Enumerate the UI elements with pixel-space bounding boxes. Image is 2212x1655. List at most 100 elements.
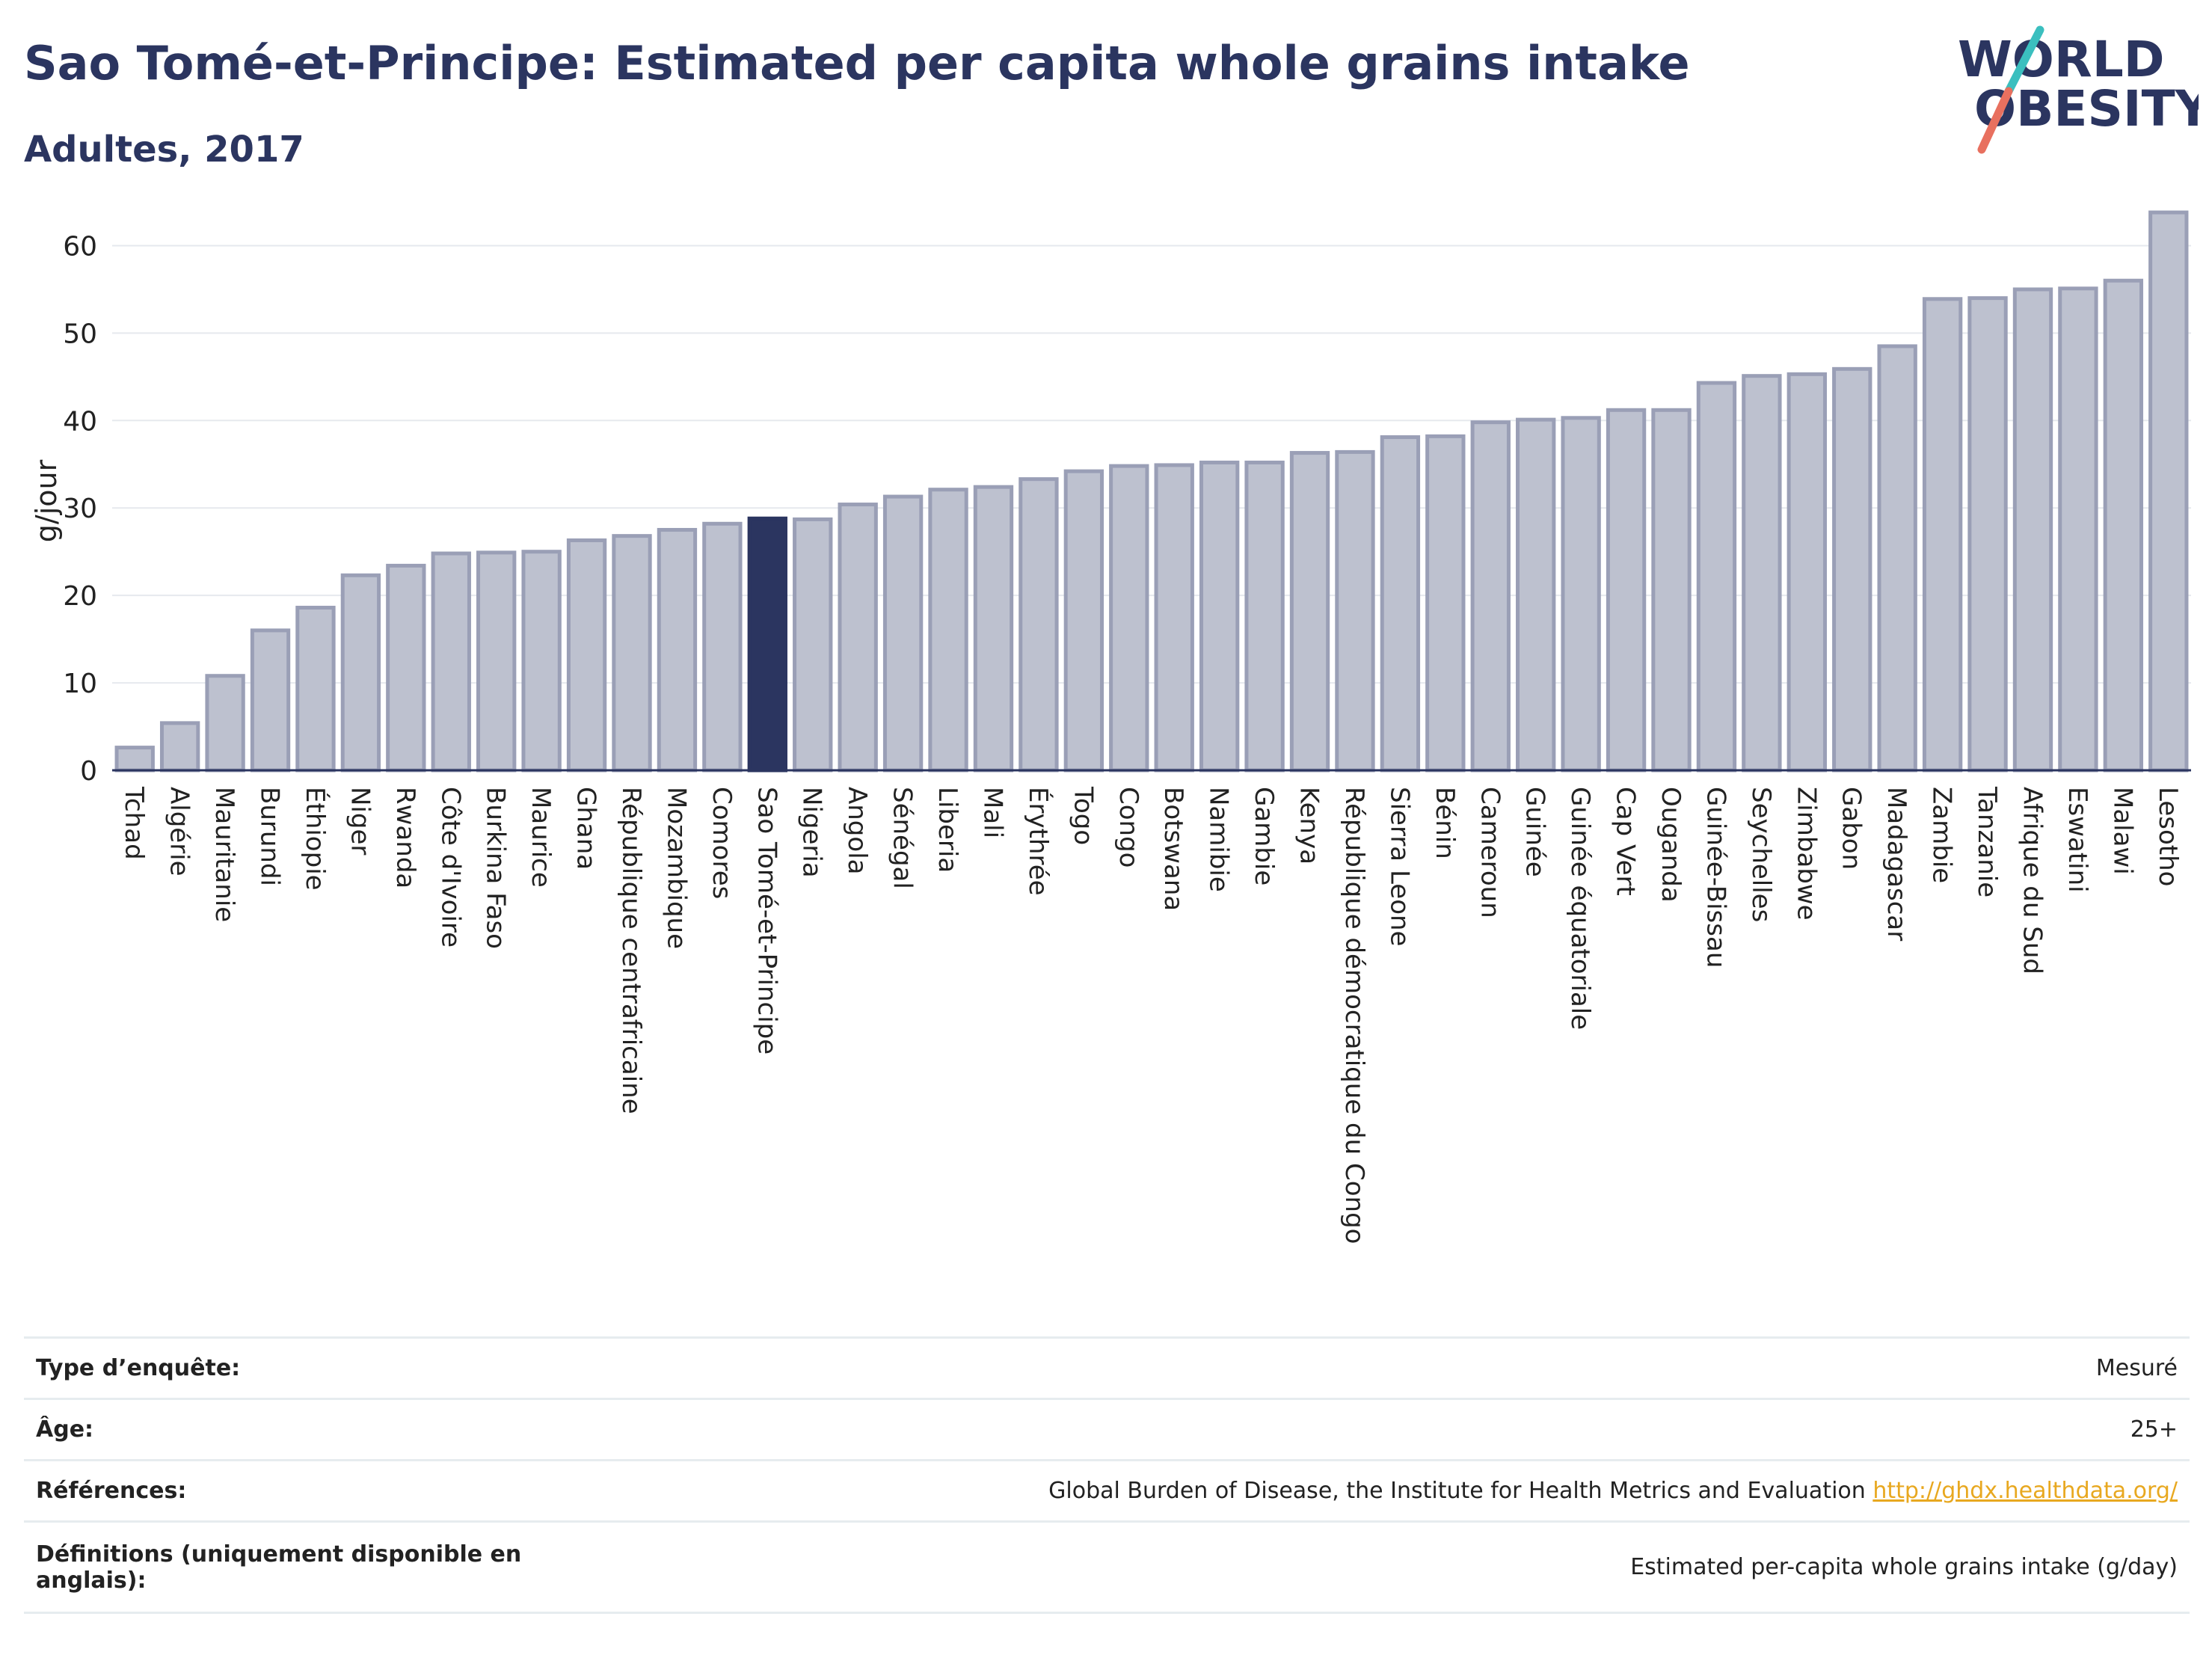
x-tick-label: Madagascar	[1881, 787, 1911, 941]
x-tick-label: Cameroun	[1475, 787, 1505, 918]
bar	[1742, 374, 1782, 773]
y-tick-label: 20	[63, 581, 97, 612]
bar	[1651, 408, 1692, 773]
x-tick-label: Ouganda	[1656, 787, 1686, 903]
x-tick-label: Guinée équatoriale	[1565, 787, 1595, 1030]
info-row-references: Références: Global Burden of Disease, th…	[24, 1460, 2190, 1522]
y-tick-label: 10	[63, 669, 97, 699]
bar	[340, 573, 381, 773]
x-tick-label: Guinée-Bissau	[1701, 787, 1730, 968]
x-tick-label: Botswana	[1158, 787, 1188, 911]
info-row-survey-type: Type d’enquête: Mesuré	[24, 1337, 2190, 1399]
x-tick-label: Tchad	[119, 786, 149, 860]
bar	[1696, 381, 1737, 773]
x-tick-label: Sao Tomé-et-Principe	[752, 787, 781, 1054]
bar	[386, 563, 426, 773]
references-link[interactable]: http://ghdx.healthdata.org/	[1872, 1478, 2178, 1504]
x-tick-label: Zambie	[1927, 787, 1957, 883]
x-tick-label: Seychelles	[1746, 787, 1776, 922]
survey-type-label: Type d’enquête:	[36, 1355, 241, 1381]
bar	[1425, 434, 1466, 773]
x-tick-label: Ghana	[571, 787, 601, 870]
references-text: Global Burden of Disease, the Institute …	[1048, 1478, 1873, 1504]
x-tick-label: Niger	[345, 787, 375, 855]
x-tick-label: Guinée	[1520, 787, 1550, 877]
bar	[1063, 469, 1105, 773]
x-tick-label: Érythrée	[1023, 787, 1054, 896]
x-tick-label: Namibie	[1204, 787, 1234, 892]
x-tick-label: Maurice	[526, 787, 556, 888]
logo-slash-top	[2004, 25, 2044, 96]
bar	[882, 494, 924, 773]
survey-type-value: Mesuré	[2095, 1355, 2178, 1381]
bar	[973, 485, 1014, 773]
chart-subtitle: Adultes, 2017	[24, 129, 304, 171]
x-tick-label: Lesotho	[2153, 787, 2183, 886]
bar	[1335, 449, 1375, 773]
logo-slash-bottom	[1977, 87, 2013, 154]
x-tick-label: Burundi	[255, 787, 285, 886]
info-table: Type d’enquête: Mesuré Âge: 25+ Référenc…	[24, 1336, 2190, 1614]
x-tick-label: Côte d'Ivoire	[435, 787, 465, 948]
y-tick-label: 50	[63, 319, 97, 349]
age-label: Âge:	[36, 1416, 94, 1443]
x-tick-label: Nigeria	[797, 787, 827, 878]
x-tick-label: Gambie	[1249, 787, 1279, 885]
bar	[1109, 464, 1149, 773]
bar	[1832, 366, 1872, 773]
x-tick-label: Congo	[1113, 787, 1143, 868]
bar	[1561, 416, 1601, 773]
y-axis-label: g/jour	[30, 459, 63, 542]
x-tick-label: Mali	[977, 787, 1007, 838]
x-tick-label: Comores	[707, 787, 737, 899]
info-row-age: Âge: 25+	[24, 1398, 2190, 1461]
world-obesity-logo: WORLD OBESITY	[1958, 25, 2199, 154]
references-cell: Global Burden of Disease, the Institute …	[571, 1461, 2190, 1522]
bar	[1244, 460, 1285, 773]
bar	[793, 517, 833, 773]
x-tick-label: Sénégal	[888, 787, 918, 889]
bar	[928, 488, 968, 773]
x-tick-label: Sierra Leone	[1384, 787, 1414, 946]
x-tick-label: République démocratique du Congo	[1339, 787, 1369, 1244]
x-tick-label: Algérie	[165, 787, 194, 876]
bar-chart: 0 10 20 30 40 50 60 g/jour Tchad Algérie Mauritani…	[30, 210, 2191, 1244]
bar	[2103, 278, 2144, 773]
x-tick-label: Malawi	[2107, 787, 2137, 875]
x-tick-label: Gabon	[1837, 787, 1867, 870]
info-row-definitions: Définitions (uniquement disponible en an…	[24, 1521, 2190, 1613]
logo-text-world: WORLD	[1958, 31, 2165, 88]
x-tick-label: Togo	[1068, 786, 1098, 845]
x-tick-label: Mauritanie	[209, 787, 239, 922]
x-tick-label: Rwanda	[390, 787, 420, 888]
x-tick-label: Bénin	[1430, 787, 1460, 859]
definitions-value: Estimated per-capita whole grains intake…	[1630, 1554, 2178, 1580]
bar	[431, 551, 471, 773]
bar	[838, 503, 878, 773]
bar	[1154, 463, 1194, 773]
bar	[612, 534, 652, 773]
bar	[1787, 372, 1827, 773]
chart-title: Sao Tomé-et-Principe: Estimated per capi…	[24, 36, 1690, 90]
bar	[205, 674, 245, 773]
x-tick-label: Afrique du Sud	[2017, 787, 2047, 974]
bar	[1289, 451, 1330, 773]
bar	[114, 746, 155, 773]
x-tick-label: Liberia	[933, 787, 962, 873]
y-tick-label: 60	[63, 231, 97, 262]
x-tick-label: Eswatini	[2062, 787, 2092, 893]
bar	[1606, 408, 1647, 773]
bars	[114, 210, 2189, 773]
x-tick-label: Angola	[842, 787, 872, 874]
bar	[521, 550, 562, 773]
bar	[1380, 435, 1421, 773]
bar	[1967, 296, 2008, 773]
definitions-label: Définitions (uniquement disponible en an…	[36, 1541, 522, 1594]
bar	[1199, 460, 1240, 773]
bar	[476, 550, 517, 773]
bar	[566, 538, 607, 773]
bar	[702, 521, 743, 773]
bar	[657, 527, 698, 773]
bar	[295, 606, 336, 773]
references-label: Références:	[36, 1478, 187, 1504]
